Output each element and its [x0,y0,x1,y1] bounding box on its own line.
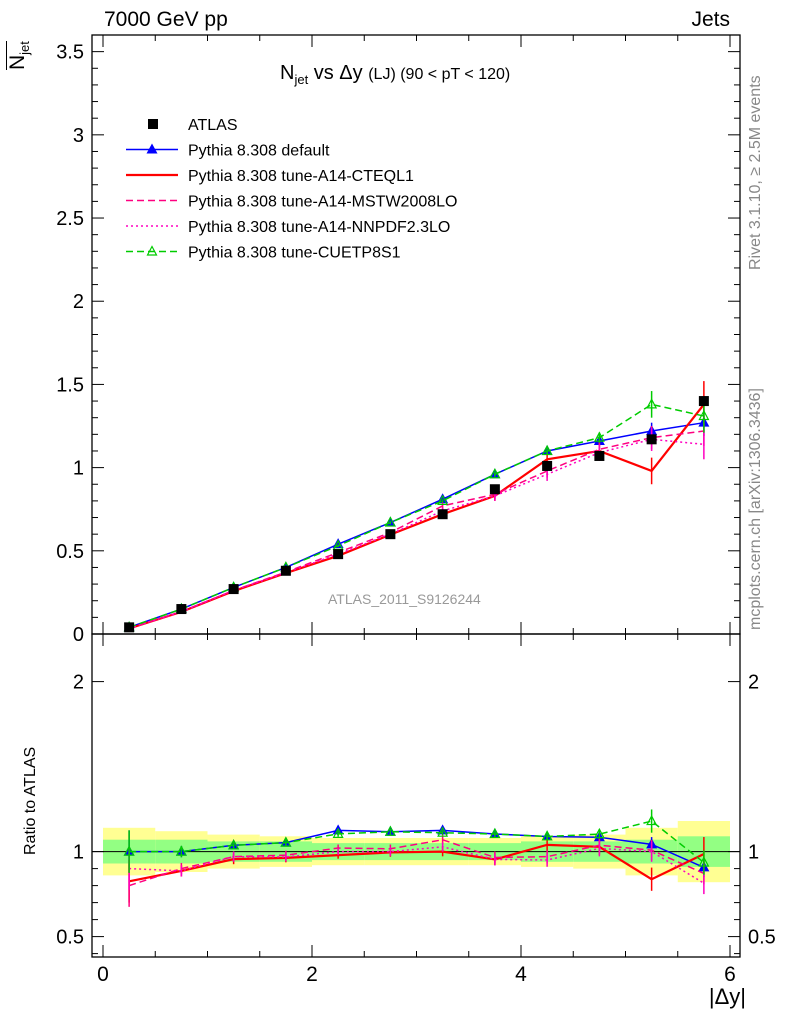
marker-open-triangle [489,467,501,479]
legend: ATLAS Pythia 8.308 default Pythia 8.308 tu… [126,117,457,262]
ratio-y-tick-label: 0.5 [56,927,84,949]
header-left: 7000 GeV pp [104,8,228,31]
marker-triangle [146,143,158,154]
data-point [228,584,239,595]
marker-open-triangle [541,444,553,456]
x-tick-label: 0 [97,963,109,986]
y-tick-label: 2.5 [56,208,84,230]
ratio-line [128,843,705,883]
y-tick-label: 1.5 [56,374,84,396]
series-line [128,438,704,629]
marker-open-triangle [646,814,658,826]
legend-label: ATLAS [188,117,238,134]
data-point [176,604,187,615]
data-point [489,484,500,495]
ratio-y-tick-label: 1 [73,842,84,864]
x-tick-label: 2 [306,963,318,986]
y-tick-label: 1 [73,458,84,480]
data-point [333,549,344,560]
x-tick-label: 6 [724,963,736,986]
header-right: Jets [691,8,730,31]
marker-open-triangle [146,245,158,256]
ylabel-jet-sub: jet [17,41,33,55]
title-n: N [280,62,295,84]
marker-open-triangle [280,836,292,847]
y-tick-label: 0 [73,624,84,646]
title-vs: vs Δy [308,62,369,84]
y-tick-label: 0.5 [56,541,84,563]
axes-frames: 0 2 4 6 0 0.5 1 1.5 2 2.5 3 3.5 0.5 0.5 1 1 2 2 [56,34,776,986]
data-point [437,509,448,520]
ratio-y-tick-label-right: 0.5 [748,927,776,949]
x-axis-label: |Δy| [708,984,746,1009]
series-3 [128,427,705,895]
ratio-line [129,820,705,864]
ratio-line [128,839,705,887]
marker-open-triangle [593,431,605,442]
data-point [124,622,135,633]
ratio-frame [91,633,741,958]
marker-open-triangle [332,827,344,838]
series-2 [128,416,705,907]
legend-label: Pythia 8.308 tune-A14-NNPDF2.3LO [188,219,450,236]
y-tick-label: 2 [73,291,84,313]
marker-open-triangle [437,826,449,837]
legend-label: Pythia 8.308 tune-CUETP8S1 [188,245,401,262]
title-jet-sub: jet [294,72,309,87]
marker-open-triangle [489,827,501,839]
y-tick-label: 3.5 [56,42,84,64]
marker-open-triangle [123,845,135,856]
marker-open-triangle [228,839,240,850]
chart-title: Njet vs Δy (LJ) (90 < pT < 120) [280,62,510,87]
marker-open-triangle [593,827,605,839]
x-tick-label: 4 [515,963,527,986]
title-range: (90 < pT < 120) [395,66,511,83]
marker-open-triangle [698,409,710,421]
y-axis-label-main: Njet [6,41,37,70]
marker-open-triangle [646,398,658,409]
data-point [385,529,396,540]
series-0 [123,409,710,878]
series-layer [123,381,710,907]
ratio-line [129,829,705,869]
legend-label: Pythia 8.308 default [188,143,330,160]
series-line [128,403,705,629]
marker-open-triangle [384,516,396,527]
legend-label: Pythia 8.308 tune-A14-CTEQL1 [188,168,414,185]
data-point [594,450,605,461]
ratio-y-tick-label-right: 1 [748,842,759,864]
marker-open-triangle [541,830,553,841]
ratio-y-tick-label-right: 2 [748,672,759,694]
mcplots-credit: mcplots.cern.ch [arXiv:1306.3436] [747,388,764,630]
series-1 [128,381,705,903]
marker-open-triangle [384,825,396,836]
watermark: ATLAS_2011_S9126244 [328,591,481,607]
marker-open-triangle [175,845,187,856]
legend-label: Pythia 8.308 tune-A14-MSTW2008LO [188,194,457,211]
data-point [646,434,657,445]
marker-open-triangle [437,494,449,505]
marker-open-triangle [698,856,710,867]
rivet-version: Rivet 3.1.10, ≥ 2.5M events [747,75,764,270]
title-lj: (LJ) [368,66,396,83]
legend-marker-square [148,119,158,129]
data-point [698,396,709,407]
ratio-y-tick-label: 2 [73,672,84,694]
y-axis-label-ratio: Ratio to ATLAS [22,746,39,855]
data-point [542,460,553,471]
data-point [280,565,291,576]
ylabel-n: N [6,54,29,70]
y-tick-label: 3 [73,125,84,147]
